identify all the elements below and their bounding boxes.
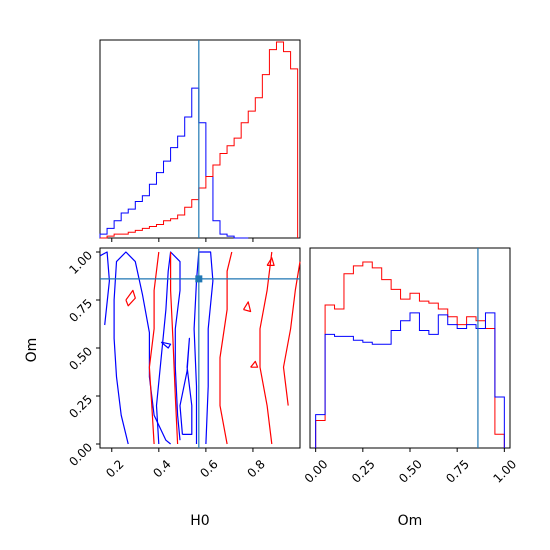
hist-h0-frame xyxy=(99,39,301,239)
y-tick-label: 0.75 xyxy=(66,296,95,325)
contour-series xyxy=(99,251,301,445)
contour-line-1-2 xyxy=(219,251,233,445)
x-tick-label: 1.00 xyxy=(490,457,519,486)
contour-line-1-3 xyxy=(259,251,273,445)
contour-panel: 0.2 0.4 0.6 0.8 0.00 0.25 0.50 0.75 1.00 H0 Om xyxy=(24,247,301,529)
contour-line-0-1 xyxy=(155,251,181,445)
hist-om-frame xyxy=(309,247,511,449)
contour-line-0-4 xyxy=(99,251,110,326)
contour-truth-marker xyxy=(100,248,300,448)
contour-line-0-5 xyxy=(160,341,172,349)
hist-om-series-1 xyxy=(315,312,505,448)
hist-h0-series-1 xyxy=(100,41,299,239)
contour-line-1-0 xyxy=(148,251,160,445)
y-axis-label-om: Om xyxy=(24,338,40,363)
x-tick-label: 0.4 xyxy=(150,457,173,480)
hist-h0-panel xyxy=(99,39,301,242)
contour-line-1-8 xyxy=(266,257,275,266)
x-tick-label: 0.6 xyxy=(197,457,220,480)
x-tick-label: 0.50 xyxy=(396,457,425,486)
x-tick-label: 0.00 xyxy=(302,457,331,486)
contour-line-1-7 xyxy=(250,360,259,368)
contour-x-ticks: 0.2 0.4 0.6 0.8 xyxy=(103,448,268,480)
x-axis-label-om: Om xyxy=(398,513,423,529)
y-tick-label: 0.00 xyxy=(66,440,95,469)
contour-line-1-6 xyxy=(242,301,252,313)
y-tick-label: 1.00 xyxy=(66,248,95,277)
y-tick-label: 0.50 xyxy=(66,344,95,373)
hist-h0-series-0 xyxy=(99,87,249,239)
x-tick-label: 0.75 xyxy=(443,457,472,486)
hist-om-panel: 0.00 0.25 0.50 0.75 1.00 Om xyxy=(302,247,519,529)
truth-point xyxy=(195,275,203,283)
x-tick-label: 0.8 xyxy=(244,457,267,480)
contour-line-1-4 xyxy=(282,261,301,406)
contour-line-1-1 xyxy=(170,252,179,445)
x-tick-label: 0.2 xyxy=(103,457,126,480)
hist-om-x-ticks: 0.00 0.25 0.50 0.75 1.00 xyxy=(302,448,519,486)
hist-om-series-0 xyxy=(315,261,505,448)
hist-h0-series xyxy=(99,41,299,239)
contour-line-0-0 xyxy=(113,251,171,445)
contour-line-0-3 xyxy=(193,251,214,445)
y-tick-label: 0.25 xyxy=(66,392,95,421)
x-tick-label: 0.25 xyxy=(349,457,378,486)
hist-om-series xyxy=(315,261,505,448)
contour-line-1-5 xyxy=(125,289,136,307)
contour-y-ticks: 0.00 0.25 0.50 0.75 1.00 xyxy=(66,248,100,469)
x-axis-label-h0: H0 xyxy=(190,513,209,529)
contour-line-0-2 xyxy=(179,337,193,435)
hist-h0-ticks xyxy=(111,238,254,242)
